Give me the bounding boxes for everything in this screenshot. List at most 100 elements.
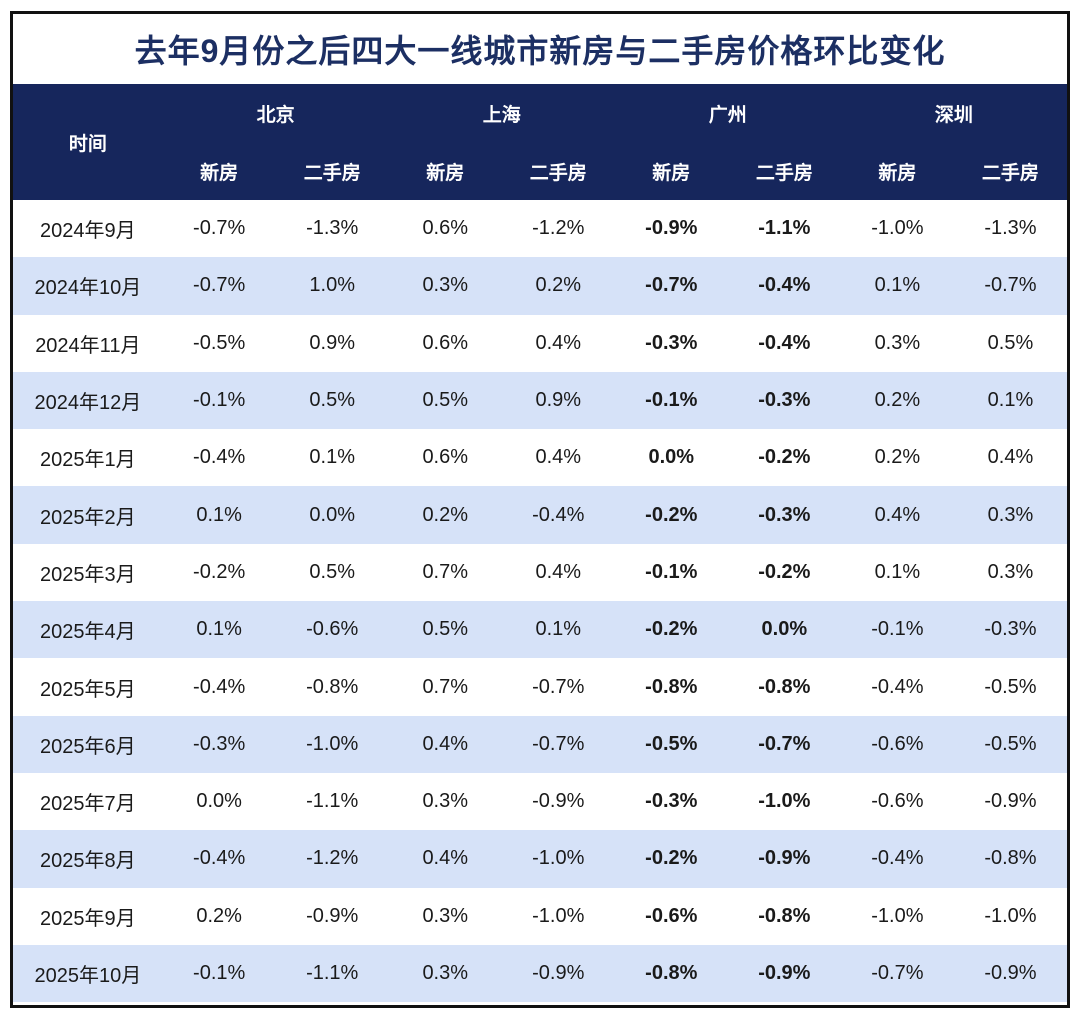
header-row-subcolumns: 新房 二手房 新房 二手房 新房 二手房 新房 二手房 [13, 142, 1067, 200]
table-cell: -0.6% [614, 887, 728, 945]
table-cell: -0.2% [727, 429, 841, 487]
table-cell: 0.3% [388, 257, 502, 315]
table-frame: 去年9月份之后四大一线城市新房与二手房价格环比变化 时间 北京 上海 广州 深圳 [10, 11, 1070, 1008]
table-cell: 0.9% [501, 371, 615, 430]
table-cell: -0.3% [614, 314, 728, 372]
table-cell: -0.8% [614, 944, 728, 1003]
table-cell: -0.2% [727, 543, 841, 602]
table-cell: 0.5% [275, 543, 389, 602]
table-cell: 0.1% [501, 601, 615, 659]
col-header-city-guangzhou: 广州 [614, 84, 841, 142]
table-row: 2025年5月 -0.4% -0.8% 0.7% -0.7% -0.8% -0.8% -0.4… [13, 658, 1067, 716]
table-cell: -0.1% [840, 601, 954, 659]
title-bar: 去年9月份之后四大一线城市新房与二手房价格环比变化 [13, 14, 1067, 84]
table-cell: -0.3% [727, 486, 841, 544]
table-cell: 0.5% [388, 371, 502, 430]
table-cell: -0.8% [614, 658, 728, 716]
table-cell: 0.5% [953, 314, 1067, 372]
table-cell: 0.1% [275, 429, 389, 487]
row-month-label: 2025年4月 [13, 601, 163, 659]
table-cell: 0.4% [840, 486, 954, 544]
table-cell: -0.4% [840, 830, 954, 888]
table-cell: -0.7% [840, 944, 954, 1003]
table-cell: 0.0% [727, 601, 841, 659]
col-subheader-new-home: 新房 [614, 142, 728, 200]
table-cell: 0.4% [388, 715, 502, 773]
row-month-label: 2025年7月 [13, 772, 163, 831]
table-cell: -0.1% [162, 944, 276, 1003]
table-cell: 0.3% [388, 887, 502, 945]
col-subheader-new-home: 新房 [388, 142, 502, 200]
table-cell: -0.9% [501, 944, 615, 1003]
table-row: 2025年8月 -0.4% -1.2% 0.4% -1.0% -0.2% -0.9% -0.4… [13, 830, 1067, 888]
table-cell: -0.9% [953, 772, 1067, 831]
table-cell: -0.6% [840, 772, 954, 831]
table-cell: 0.1% [162, 601, 276, 659]
table-cell: -0.4% [501, 486, 615, 544]
table-cell: -0.7% [501, 658, 615, 716]
col-header-time: 时间 [13, 84, 163, 200]
table-row: 2025年7月 0.0% -1.1% 0.3% -0.9% -0.3% -1.0% -0.6%… [13, 772, 1067, 831]
table-cell: -0.4% [162, 429, 276, 487]
table-cell: -1.0% [501, 830, 615, 888]
table-cell: 0.4% [388, 830, 502, 888]
table-cell: 0.2% [501, 257, 615, 315]
table-row: 2024年12月 -0.1% 0.5% 0.5% 0.9% -0.1% -0.3% 0.2% 0… [13, 371, 1067, 430]
row-month-label: 2024年10月 [13, 257, 163, 315]
table-cell: 0.6% [388, 429, 502, 487]
row-month-label: 2025年6月 [13, 715, 163, 773]
table-cell: -1.0% [953, 887, 1067, 945]
table-cell: -0.9% [275, 887, 389, 945]
table-cell: 0.0% [162, 772, 276, 831]
table-cell: -0.8% [275, 658, 389, 716]
table-cell: 1.0% [275, 257, 389, 315]
table-cell: 0.4% [953, 429, 1067, 487]
col-header-city-beijing: 北京 [162, 84, 389, 142]
table-row: 2025年2月 0.1% 0.0% 0.2% -0.4% -0.2% -0.3% 0.4% 0.… [13, 486, 1067, 544]
table-cell: -1.3% [275, 200, 389, 258]
table-cell: -1.0% [501, 887, 615, 945]
table-cell: -0.5% [162, 314, 276, 372]
table-row: 2025年1月 -0.4% 0.1% 0.6% 0.4% 0.0% -0.2% 0.2% 0.4… [13, 429, 1067, 487]
table-cell: 0.9% [275, 314, 389, 372]
table-row: 2025年3月 -0.2% 0.5% 0.7% 0.4% -0.1% -0.2% 0.1% 0.… [13, 543, 1067, 602]
table-cell: 0.3% [953, 543, 1067, 602]
row-month-label: 2025年10月 [13, 944, 163, 1003]
col-subheader-second-hand: 二手房 [953, 142, 1067, 200]
table-cell: 0.1% [840, 257, 954, 315]
col-header-city-shanghai: 上海 [388, 84, 615, 142]
table-cell: -0.1% [614, 543, 728, 602]
table-cell: -0.1% [614, 371, 728, 430]
table-cell: -0.4% [840, 658, 954, 716]
table-cell: 0.6% [388, 314, 502, 372]
table-cell: -0.9% [501, 772, 615, 831]
row-month-label: 2025年9月 [13, 887, 163, 945]
table-cell: -0.5% [614, 715, 728, 773]
table-cell: -0.3% [953, 601, 1067, 659]
table-cell: 0.6% [388, 200, 502, 258]
table-cell: 0.5% [275, 371, 389, 430]
table-row: 2024年9月 -0.7% -1.3% 0.6% -1.2% -0.9% -1.1% -1.0… [13, 200, 1067, 258]
table-cell: 0.2% [840, 429, 954, 487]
table-body: 2024年9月 -0.7% -1.3% 0.6% -1.2% -0.9% -1.1% -1.0… [13, 200, 1067, 1003]
table-row: 2025年10月 -0.1% -1.1% 0.3% -0.9% -0.8% -0.9% -0.… [13, 944, 1067, 1003]
table-cell: -0.7% [501, 715, 615, 773]
table-cell: 0.4% [501, 543, 615, 602]
table-cell: 0.5% [388, 601, 502, 659]
table-cell: -0.7% [162, 200, 276, 258]
table-cell: -0.9% [614, 200, 728, 258]
table-cell: 0.7% [388, 543, 502, 602]
table-cell: 0.3% [388, 772, 502, 831]
row-month-label: 2025年2月 [13, 486, 163, 544]
table-cell: 0.0% [275, 486, 389, 544]
row-month-label: 2024年9月 [13, 200, 163, 258]
col-subheader-second-hand: 二手房 [275, 142, 389, 200]
table-cell: 0.7% [388, 658, 502, 716]
page-title: 去年9月份之后四大一线城市新房与二手房价格环比变化 [134, 33, 946, 69]
table-cell: -0.7% [614, 257, 728, 315]
table-row: 2024年11月 -0.5% 0.9% 0.6% 0.4% -0.3% -0.4% 0.3% 0… [13, 314, 1067, 372]
table-cell: -1.0% [727, 772, 841, 831]
table-cell: -0.8% [727, 887, 841, 945]
table-cell: 0.3% [953, 486, 1067, 544]
table-cell: -0.7% [162, 257, 276, 315]
